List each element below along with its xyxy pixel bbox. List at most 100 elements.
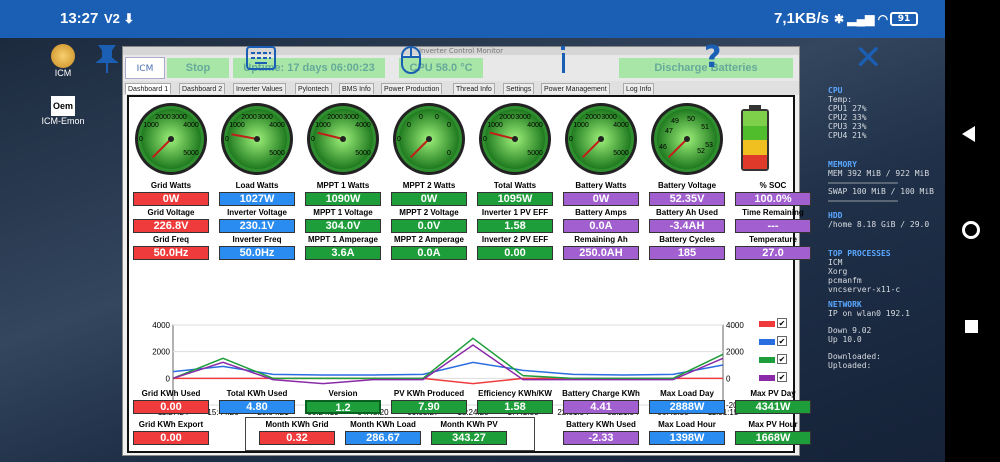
- ip-address: IP on wlan0 192.1: [828, 309, 910, 318]
- gauge-tick-label: 0: [311, 136, 315, 143]
- up-speed: Up 10.0: [828, 335, 862, 344]
- gauge-tick-label: 4000: [355, 122, 371, 129]
- reading-value: 1027W: [219, 192, 295, 206]
- tab-inverter-values[interactable]: Inverter Values: [233, 83, 286, 94]
- legend-swatch: [759, 339, 775, 345]
- gauge-tick-label: 4000: [183, 122, 199, 129]
- reading-value: 230.1V: [219, 219, 295, 233]
- gauge-tick-label: 0: [397, 136, 401, 143]
- y-tick-label: 4000: [152, 321, 170, 330]
- gauge-hub: [512, 136, 518, 142]
- status-left-icons: V2 ⬇: [104, 11, 135, 26]
- legend-checkbox[interactable]: ✔: [777, 318, 787, 328]
- info-icon[interactable]: [560, 46, 566, 74]
- home-icon[interactable]: [962, 221, 980, 239]
- tab-dashboard-2[interactable]: Dashboard 2: [179, 83, 226, 94]
- total-label: Battery Charge KWh: [562, 389, 640, 398]
- gauge-tick-label: 5000: [183, 150, 199, 157]
- swap-usage: SWAP 100 MiB / 100 MiB: [828, 187, 934, 196]
- hdd-heading: HDD: [828, 211, 843, 220]
- reading-label: Battery Amps: [575, 208, 627, 217]
- mouse-icon[interactable]: [400, 45, 422, 79]
- desktop-icon-label: ICM: [54, 68, 72, 78]
- total-value: 2888W: [649, 400, 725, 414]
- tab-settings[interactable]: Settings: [503, 83, 535, 94]
- keyboard-icon[interactable]: [246, 46, 276, 74]
- tab-log-info[interactable]: Log Info: [623, 83, 655, 94]
- close-icon[interactable]: ✕: [854, 38, 883, 78]
- battery-voltage-gauge: 47 49 50 51 52 46 53: [651, 103, 723, 175]
- cpu-heading: CPU: [828, 86, 843, 95]
- tab-dashboard-1[interactable]: Dashboard 1: [125, 83, 172, 94]
- gauge-tick-label: 47: [665, 128, 673, 135]
- tab-power-management[interactable]: Power Management: [541, 83, 610, 94]
- reading-value: -3.4AH: [649, 219, 725, 233]
- recents-icon[interactable]: [965, 320, 978, 333]
- signal-icons: ✱ ▂▄▆ ◠: [834, 12, 889, 26]
- uploaded: Uploaded:: [828, 361, 872, 370]
- system-monitor: CPU Temp: CPU1 27% CPU2 33% CPU3 23% CPU…: [828, 38, 945, 462]
- hdd-usage: /home 8.18 GiB / 29.0: [828, 220, 930, 229]
- gauge-tick-label: 3000: [601, 114, 617, 121]
- legend-checkbox[interactable]: ✔: [777, 336, 787, 346]
- android-nav-bar: [945, 0, 1000, 462]
- back-icon[interactable]: [962, 126, 975, 142]
- legend-swatch: [759, 321, 775, 327]
- legend-checkbox[interactable]: ✔: [777, 354, 787, 364]
- processes-heading: TOP PROCESSES: [828, 249, 891, 258]
- gauge-tick-label: 4000: [269, 122, 285, 129]
- proc-1: ICM: [828, 258, 843, 267]
- reading-label: Battery Watts: [575, 181, 627, 190]
- swap-bar: [828, 199, 898, 202]
- total-label: Max Load Day: [660, 389, 714, 398]
- total-label: PV KWh Produced: [393, 389, 465, 398]
- gauge-tick-label: 2000: [499, 114, 515, 121]
- pin-icon[interactable]: [95, 44, 119, 78]
- tab-thread-info[interactable]: Thread Info: [453, 83, 495, 94]
- total-label: Month KWh PV: [440, 420, 498, 429]
- gauge-tick-label: 1000: [229, 122, 245, 129]
- desktop-icon-icm[interactable]: ICM: [40, 44, 86, 78]
- gauge-needle: [489, 131, 516, 140]
- gauge-needle: [231, 133, 258, 140]
- total-value: 1.58: [477, 400, 553, 414]
- total-value: -2.33: [563, 431, 639, 445]
- gauge-tick-label: 0: [139, 136, 143, 143]
- desktop-icon-icm-emon[interactable]: Oem ICM-Emon: [40, 96, 86, 126]
- total-value: 1668W: [735, 431, 811, 445]
- reading-value: 0.0A: [391, 246, 467, 260]
- reading-label: Battery Cycles: [659, 235, 715, 244]
- gauge-tick-label: 1000: [315, 122, 331, 129]
- series-line-2: [172, 337, 724, 380]
- reading-label: Temperature: [749, 235, 797, 244]
- gauge-tick-label: 4000: [613, 122, 629, 129]
- reading-label: MPPT 2 Voltage: [399, 208, 459, 217]
- gauge-needle: [667, 138, 688, 159]
- tab-power-production[interactable]: Power Production: [381, 83, 443, 94]
- reading-value: 0W: [391, 192, 467, 206]
- tab-bms-info[interactable]: BMS Info: [339, 83, 374, 94]
- gauge-tick-label: 5000: [527, 150, 543, 157]
- reading-value: 0W: [133, 192, 209, 206]
- reading-value: 100.0%: [735, 192, 811, 206]
- legend-checkbox[interactable]: ✔: [777, 372, 787, 382]
- gauge-tick-label: 51: [701, 124, 709, 131]
- stop-button[interactable]: Stop: [167, 58, 229, 78]
- gauge-tick-label: 49: [671, 118, 679, 125]
- gauge-hub: [340, 136, 346, 142]
- gauge-tick-label: 2000: [585, 114, 601, 121]
- discharge-batteries-button[interactable]: Discharge Batteries: [619, 58, 793, 78]
- sun-icon: [51, 44, 75, 68]
- gauge-tick-label: 1000: [143, 122, 159, 129]
- gauge-tick-label: 0: [447, 122, 451, 129]
- help-icon[interactable]: ?: [704, 40, 722, 75]
- tab-pylontech[interactable]: Pylontech: [295, 83, 332, 94]
- total-label: Max Load Hour: [658, 420, 716, 429]
- downloaded: Downloaded:: [828, 352, 881, 361]
- month-box: [245, 417, 535, 451]
- reading-value: 3.6A: [305, 246, 381, 260]
- proc-2: Xorg: [828, 267, 848, 276]
- reading-value: 304.0V: [305, 219, 381, 233]
